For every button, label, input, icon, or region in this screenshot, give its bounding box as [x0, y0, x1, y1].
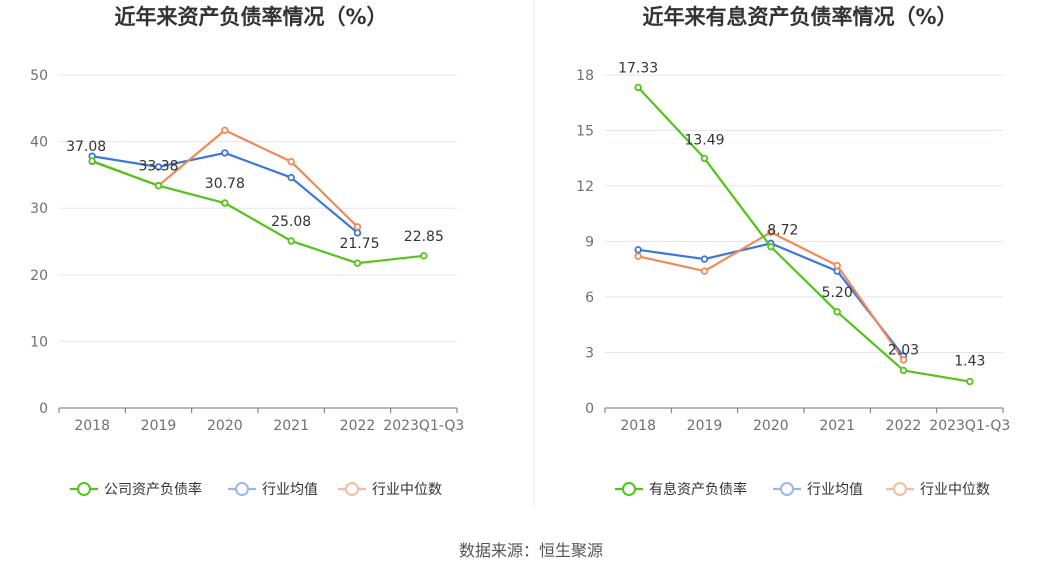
data-label: 30.78	[205, 176, 245, 192]
series-line-1	[637, 86, 971, 383]
legend-item-label: 行业中位数	[920, 482, 990, 498]
y-tick-label: 0	[39, 401, 48, 417]
data-point	[154, 181, 163, 190]
y-tick-label: 18	[576, 68, 594, 84]
y-tick-label: 0	[585, 401, 594, 417]
data-point	[700, 267, 709, 275]
x-tick-label: 2018	[620, 418, 656, 434]
x-tick-label: 2023Q1-Q3	[383, 418, 464, 434]
data-label: 21.75	[339, 236, 379, 252]
x-tick-label: 2022	[340, 418, 376, 434]
x-tick-label: 2021	[819, 418, 855, 434]
legend-item-label: 有息资产负债率	[649, 481, 747, 498]
chart-panel-2: 近年来有息资产负债率情况（%） 0 3 6 9 12 15 18 2018 2019 2020 202…	[576, 5, 1010, 498]
legend-marker	[77, 482, 91, 496]
data-label: 17.33	[618, 60, 658, 76]
series-line-3	[637, 231, 905, 361]
x-tick-label: 2023Q1-Q3	[929, 418, 1010, 434]
legend-item-label: 公司资产负债率	[104, 481, 202, 498]
data-point	[700, 255, 709, 263]
data-source-note: 数据来源：恒生聚源	[459, 541, 603, 560]
data-label: 37.08	[66, 139, 106, 155]
x-tick-label: 2019	[141, 418, 177, 434]
x-tick-label: 2019	[687, 418, 723, 434]
data-label: 2.03	[888, 342, 919, 358]
legend-marker	[235, 482, 249, 496]
data-point	[420, 252, 428, 260]
data-point	[634, 252, 642, 260]
data-point	[221, 149, 229, 157]
legend-item-label: 行业中位数	[372, 482, 442, 498]
data-point	[287, 173, 295, 182]
y-tick-label: 9	[585, 235, 594, 251]
data-label: 25.08	[271, 214, 311, 230]
y-tick-label: 6	[585, 290, 594, 306]
data-point	[966, 377, 974, 386]
data-point	[833, 308, 841, 316]
x-tick-label: 2021	[273, 418, 309, 434]
y-tick-label: 40	[30, 135, 48, 151]
data-point	[221, 126, 229, 134]
legend-marker	[345, 482, 359, 496]
y-tick-label: 30	[30, 201, 48, 217]
data-label: 5.20	[822, 285, 853, 301]
data-label: 22.85	[404, 229, 444, 245]
data-point	[154, 163, 163, 171]
data-label: 13.49	[684, 132, 724, 148]
data-point	[353, 223, 362, 231]
data-label: 8.72	[767, 223, 798, 239]
legend-item-label: 行业均值	[807, 482, 863, 498]
x-tick-label: 2020	[207, 418, 243, 434]
data-point	[899, 366, 908, 375]
y-tick-label: 3	[585, 346, 594, 362]
data-point	[767, 228, 775, 236]
series-line-2	[91, 151, 359, 234]
y-tick-label: 10	[30, 334, 48, 350]
legend-marker	[893, 482, 907, 496]
x-tick-label: 2020	[753, 418, 789, 434]
data-point	[353, 259, 362, 267]
data-point	[353, 229, 362, 237]
series-line-1	[91, 160, 424, 265]
data-label: 33.38	[138, 159, 178, 175]
data-point	[221, 199, 229, 207]
data-point	[700, 154, 709, 163]
legend-item-label: 行业均值	[262, 482, 318, 498]
data-label: 1.43	[954, 354, 985, 370]
y-tick-label: 50	[30, 68, 48, 84]
data-point	[287, 157, 295, 166]
chart-panel-1: 近年来资产负债率情况（%） 0 10 20 30 40 50 2018 2019 2020 2021…	[30, 5, 464, 498]
x-tick-label: 2018	[74, 418, 110, 434]
data-point	[88, 157, 96, 165]
x-tick-label: 2022	[886, 418, 922, 434]
data-point	[767, 242, 775, 251]
data-point	[287, 237, 295, 245]
data-point	[634, 83, 642, 92]
y-tick-label: 20	[30, 268, 48, 284]
data-point	[833, 261, 841, 270]
data-point	[899, 356, 908, 364]
legend-marker	[622, 482, 636, 496]
series-line-2	[638, 242, 905, 357]
chart-title: 近年来资产负债率情况（%）	[114, 5, 387, 29]
legend-marker	[780, 482, 794, 496]
data-point	[634, 246, 642, 254]
y-tick-label: 12	[576, 179, 594, 195]
chart-title: 近年来有息资产负债率情况（%）	[642, 5, 957, 29]
y-tick-label: 15	[576, 124, 594, 140]
